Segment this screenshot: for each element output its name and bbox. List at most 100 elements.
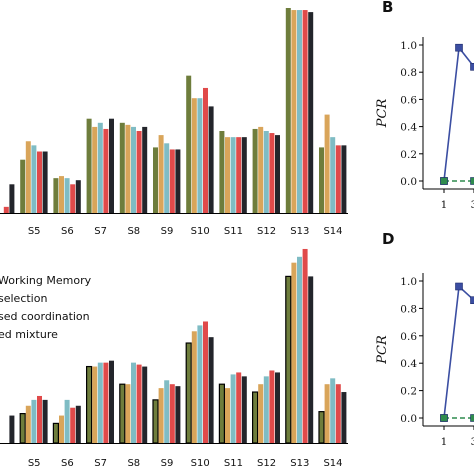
x-tick-label: 1 [441, 436, 448, 448]
bar-s8-s4 [136, 131, 142, 213]
series-line-1 [443, 284, 474, 419]
bar-s13-s2 [291, 10, 297, 213]
bar-s8-s1 [119, 122, 125, 213]
category-label-s6: S6 [61, 226, 74, 237]
bar-s9-s1 [153, 147, 158, 213]
bar-s5-s2 [25, 141, 31, 213]
bar-s11-s5 [241, 137, 247, 213]
series-point-1 [455, 282, 463, 291]
series-point-1 [470, 62, 474, 71]
bar-s5-s2 [25, 405, 31, 443]
bar-s9-s2 [158, 388, 164, 443]
y-axis-label: PCR [375, 335, 390, 365]
bar-s13-s3 [297, 10, 302, 213]
bar-s9-s5 [175, 386, 181, 443]
bar-s5-s1 [20, 159, 26, 213]
bar-s14-s2 [324, 114, 330, 213]
y-tick-label: 1.0 [400, 276, 417, 288]
bar-s12-s4 [269, 133, 275, 213]
bar-s14-s1 [318, 411, 325, 444]
bar-s7-s3 [97, 122, 103, 213]
bar-s10-s2 [191, 331, 197, 443]
bar-s12-s5 [275, 372, 280, 443]
bar-s10-s2 [191, 98, 197, 213]
bar-s7-s4 [103, 362, 109, 443]
bar-chart-top: S5 S6 S7 S8 S9 S10 S11 S12 S13 S14 [0, 8, 348, 237]
bar-s10-s1 [185, 342, 192, 444]
bar-s5-s1 [19, 413, 26, 444]
panel-letter-d: D [382, 230, 394, 248]
bar-s11-s3 [230, 374, 236, 443]
series-point-2 [470, 177, 474, 185]
y-tick-label: 1.0 [400, 40, 417, 52]
category-label-s13: S13 [290, 226, 309, 237]
legend-entry-2: selection [0, 292, 47, 305]
bar-s13-s4 [302, 10, 308, 213]
bar-s7-s4 [103, 128, 109, 213]
category-label-s8: S8 [127, 458, 140, 469]
legend: Working Memory selection sed coordination e… [0, 274, 92, 341]
bar-s12-s2 [258, 126, 264, 213]
bar-s11-s1 [218, 383, 225, 444]
bar-s14-s4 [335, 384, 341, 443]
series-point-2 [440, 414, 448, 422]
bar-s6-s4 [70, 407, 76, 443]
x-tick-label: 3 [471, 199, 474, 211]
bar-s10-s5 [208, 337, 214, 443]
bar-s12-s5 [275, 135, 280, 213]
bar-s8-s3 [131, 362, 136, 443]
bar-s6-s1 [53, 178, 59, 213]
bar-s12-s3 [263, 131, 269, 213]
bar-s6-s4 [70, 184, 76, 213]
bar-s12-s2 [258, 384, 264, 443]
bar-s7-s5 [109, 360, 114, 443]
bar-s6-s1 [52, 422, 60, 444]
bar-s7-s2 [92, 366, 98, 443]
bar-s11-s1 [219, 131, 225, 213]
category-label-s9: S9 [161, 226, 174, 237]
bar-s7-s2 [92, 126, 98, 213]
bar-s12-s1 [252, 391, 259, 444]
bar-s6-s3 [64, 399, 70, 443]
bar-s5-s5 [42, 399, 48, 443]
bar-s7-s3 [97, 362, 103, 443]
series-point-2 [470, 414, 474, 422]
bar-s13-s5 [308, 12, 314, 213]
category-label-s14: S14 [323, 226, 342, 237]
bar-s10-s3 [197, 98, 203, 213]
bar-s8-s2 [125, 124, 131, 213]
y-tick-label: 0.0 [400, 413, 417, 425]
bar-s4-s5 [9, 184, 15, 213]
bar-s9-s5 [175, 149, 181, 213]
bar-s4-s5 [9, 415, 15, 443]
bar-s11-s4 [236, 137, 242, 213]
bar-s11-s3 [230, 137, 236, 213]
bar-s8-s1 [119, 383, 126, 444]
bar-s7-s1 [85, 365, 93, 444]
y-tick-label: 0.2 [400, 149, 417, 161]
series-point-1 [470, 296, 474, 305]
bar-s14-s1 [319, 147, 324, 213]
y-tick-label: 0.0 [400, 176, 417, 188]
bar-s8-s2 [125, 384, 131, 443]
bar-s8-s5 [142, 126, 148, 213]
bar-s7-s1 [86, 118, 92, 213]
category-label-s13: S13 [290, 458, 309, 469]
bar-s12-s4 [269, 370, 275, 443]
bar-s6-s3 [64, 178, 70, 213]
x-tick-label: 1 [441, 199, 448, 211]
line-chart-b: PCR 0.0 0.2 0.4 0.6 0.8 1.0 1 3 [375, 37, 474, 211]
bar-s12-s3 [263, 376, 269, 443]
bar-s14-s5 [341, 392, 347, 443]
x-tick-label: 3 [471, 436, 474, 448]
y-axis-label: PCR [375, 99, 390, 129]
line-chart-d: PCR 0.0 0.2 0.4 0.6 0.8 1.0 1 3 [375, 273, 474, 448]
bar-s8-s3 [131, 126, 136, 213]
bar-s11-s2 [225, 388, 230, 443]
bar-s10-s5 [208, 106, 214, 213]
category-label-s7: S7 [94, 458, 107, 469]
bar-s10-s4 [203, 87, 208, 213]
bar-s4-s4 [3, 206, 9, 213]
bar-s14-s4 [335, 145, 341, 213]
